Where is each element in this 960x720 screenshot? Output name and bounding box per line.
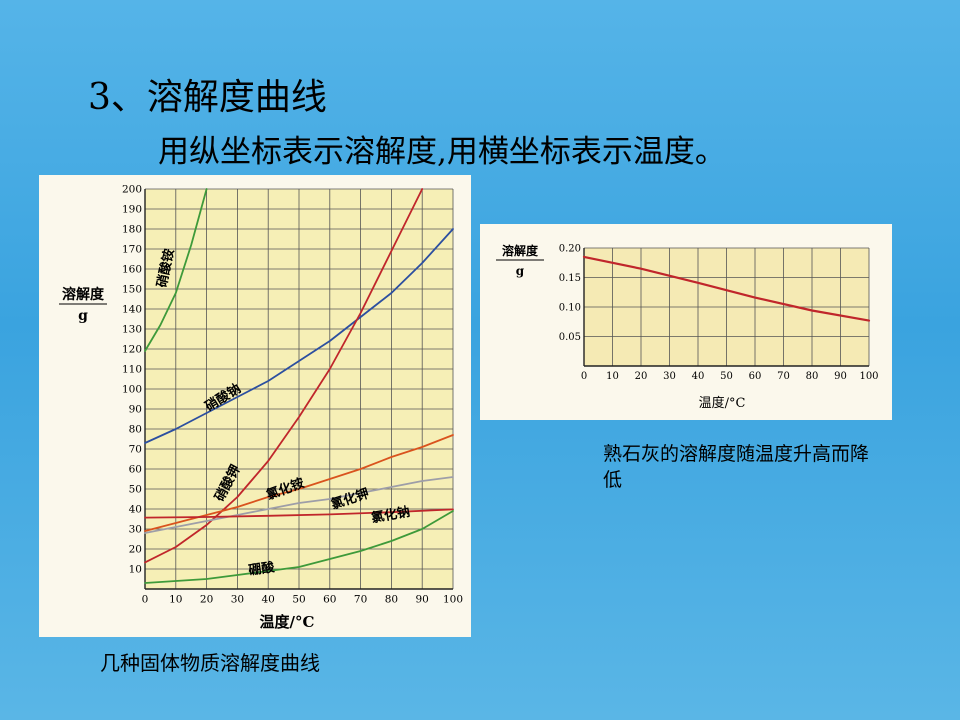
x-tick-label: 40	[692, 371, 705, 382]
y-tick-label: 80	[129, 424, 142, 436]
x-tick-label: 90	[416, 594, 429, 606]
x-tick-label: 60	[323, 594, 336, 606]
y-tick-label: 0.20	[559, 244, 581, 255]
x-tick-label: 0	[142, 594, 149, 606]
x-tick-label: 30	[663, 371, 676, 382]
curve-label: 硼酸	[247, 559, 276, 579]
y-axis-label: 溶解度	[62, 286, 105, 303]
y-tick-label: 0.10	[559, 303, 581, 314]
series-line-0	[582, 255, 871, 322]
solubility-chart: 0 10 20 30 40 50 60 70 80 90 100 10 20 30 40 50 60 70 80 90…	[59, 184, 463, 631]
y-tick-label: 130	[122, 324, 142, 336]
solubility-chart-panel: 0 10 20 30 40 50 60 70 80 90 100 10 20 30 40 50 60 70 80 90…	[39, 175, 471, 637]
y-tick-label: 160	[122, 264, 142, 276]
x-tick-label: 90	[834, 371, 847, 382]
y-tick-label: 150	[122, 284, 142, 296]
x-tick-label: 80	[806, 371, 819, 382]
y-tick-label: 30	[129, 524, 142, 536]
y-axis-label: 溶解度	[502, 243, 539, 258]
y-tick-label: 40	[129, 504, 142, 516]
x-tick-label: 60	[749, 371, 762, 382]
y-tick-label: 140	[122, 304, 142, 316]
x-tick-label: 30	[231, 594, 244, 606]
x-tick-label: 50	[720, 371, 733, 382]
y-tick-label: 180	[122, 224, 142, 236]
y-tick-label: 200	[122, 184, 142, 196]
slide-title: 3、溶解度曲线	[88, 77, 327, 118]
y-tick-label: 100	[122, 384, 142, 396]
y-tick-label: 0.05	[559, 332, 581, 343]
y-tick-label: 50	[129, 484, 142, 496]
x-tick-label: 100	[443, 594, 463, 606]
y-tick-label: 170	[122, 244, 142, 256]
x-axis-label: 温度/°C	[699, 395, 746, 411]
series-line-1	[144, 228, 454, 444]
y-tick-label: 120	[122, 344, 142, 356]
x-tick-label: 80	[385, 594, 398, 606]
series-line-2	[144, 188, 424, 564]
y-tick-label: 70	[129, 444, 142, 456]
series-line-5	[144, 508, 454, 519]
x-tick-label: 0	[581, 371, 587, 382]
x-tick-label: 100	[859, 371, 878, 382]
x-tick-label: 50	[292, 594, 305, 606]
main-chart-caption: 几种固体物质溶解度曲线	[100, 651, 320, 675]
x-tick-label: 10	[606, 371, 619, 382]
y-tick-label: 20	[129, 544, 142, 556]
x-tick-label: 70	[777, 371, 790, 382]
y-tick-label: 190	[122, 204, 142, 216]
y-tick-label: 90	[129, 404, 142, 416]
lime-chart-panel: 0 10 20 30 40 50 60 70 80 90 100 0.05 0.10 0.15 0.20 溶解…	[480, 224, 892, 420]
y-tick-label: 0.15	[559, 273, 581, 284]
y-tick-label: 60	[129, 464, 142, 476]
y-tick-label: 10	[129, 564, 142, 576]
x-tick-label: 10	[169, 594, 182, 606]
series-line-6	[144, 510, 454, 584]
lime-chart-caption: 熟石灰的溶解度随温度升高而降低	[603, 443, 870, 491]
x-tick-label: 20	[635, 371, 648, 382]
x-axis-label: 温度/°C	[260, 613, 315, 631]
curve-label: 硝酸铵	[154, 247, 178, 288]
y-tick-label: 110	[122, 364, 142, 376]
series-line-4	[144, 476, 454, 534]
slide-subtitle: 用纵坐标表示溶解度,用横坐标表示温度。	[158, 134, 726, 170]
curve-label: 氯化钠	[370, 504, 411, 527]
series-line-0	[144, 188, 208, 352]
y-axis-unit: g	[516, 264, 525, 278]
y-axis-unit: g	[78, 308, 88, 324]
x-tick-label: 40	[262, 594, 275, 606]
lime-solubility-chart: 0 10 20 30 40 50 60 70 80 90 100 0.05 0.10 0.15 0.20 溶解…	[496, 243, 879, 411]
x-tick-label: 20	[200, 594, 213, 606]
x-tick-label: 70	[354, 594, 367, 606]
